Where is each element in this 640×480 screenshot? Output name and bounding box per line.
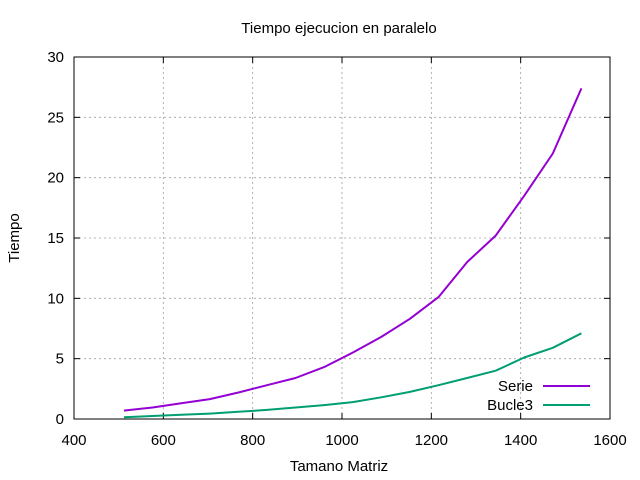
series-line-bucle3	[123, 332, 582, 419]
grid	[74, 57, 610, 419]
x-tick-label: 1600	[593, 432, 626, 449]
legend: Serie Bucle3	[487, 378, 590, 414]
legend-label-bucle3: Bucle3	[487, 397, 533, 414]
x-tick-label: 1200	[415, 432, 448, 449]
y-tick-label: 10	[47, 290, 64, 307]
x-tick-label: 1000	[325, 432, 358, 449]
x-tick-label: 1400	[504, 432, 537, 449]
x-tick-label: 400	[61, 432, 86, 449]
legend-label-serie: Serie	[498, 378, 533, 395]
axis-ticks: 400 600 800 1000 1200 1400 1600 0 5 10 15 20 25 30	[47, 49, 626, 449]
y-tick-label: 25	[47, 109, 64, 126]
y-tick-label: 0	[56, 411, 64, 428]
x-axis-label: Tamano Matriz	[290, 458, 388, 475]
y-tick-label: 20	[47, 170, 64, 187]
y-axis-label: Tiempo	[6, 213, 23, 262]
chart-title: Tiempo ejecucion en paralelo	[241, 20, 436, 37]
series-group	[123, 87, 583, 419]
x-tick-label: 600	[151, 432, 176, 449]
y-tick-label: 30	[47, 49, 64, 66]
x-tick-label: 800	[240, 432, 265, 449]
series-line-serie	[123, 87, 583, 412]
y-tick-label: 15	[47, 230, 64, 247]
y-tick-label: 5	[56, 351, 64, 368]
